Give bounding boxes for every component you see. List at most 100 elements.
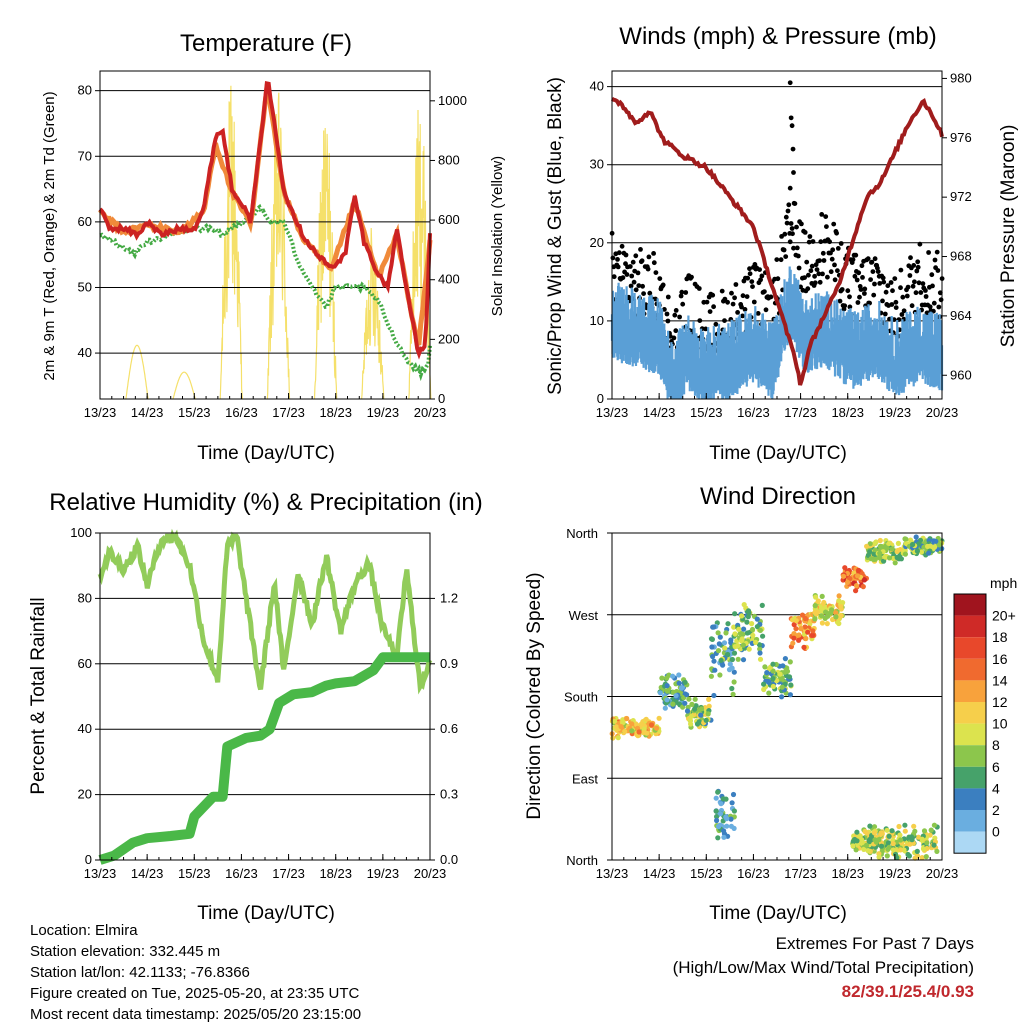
y2-tick-label: 0.3 (440, 787, 458, 802)
gust-point (911, 263, 917, 268)
gust-point (631, 279, 637, 285)
direction-point (805, 629, 811, 635)
direction-point (784, 668, 791, 674)
gust-point (794, 245, 800, 251)
direction-point (728, 640, 734, 646)
direction-point (670, 673, 676, 679)
extremes-box: Extremes For Past 7 Days (High/Low/Max W… (673, 932, 974, 1004)
direction-point (892, 851, 899, 858)
gust-point (620, 275, 626, 281)
dewpoint-series (99, 203, 432, 382)
gust-point (936, 304, 942, 310)
direction-point (881, 558, 887, 564)
colorbar-swatch (954, 615, 986, 638)
x-tick-label: 14/23 (131, 405, 164, 420)
gust-point (837, 298, 843, 304)
direction-point (754, 624, 761, 630)
gust-point (923, 288, 928, 293)
gust-point (653, 270, 659, 275)
gust-point (750, 284, 755, 289)
gust-point (789, 226, 795, 231)
direction-point (847, 576, 853, 582)
gust-point (817, 279, 823, 285)
direction-point (910, 541, 916, 548)
direction-ylabel: Direction (Colored By Speed) (524, 572, 545, 819)
gust-point (783, 214, 789, 220)
gust-point (749, 279, 755, 284)
direction-point (853, 847, 859, 853)
direction-point (624, 715, 630, 722)
gust-point (912, 279, 917, 285)
colorbar-label: 18 (992, 629, 1008, 645)
direction-point (739, 636, 745, 642)
y-tick-label: 80 (78, 83, 92, 98)
gust-point (807, 234, 813, 239)
direction-point (622, 728, 628, 735)
gust-point (820, 271, 825, 277)
gust-point (932, 257, 938, 263)
gust-point (787, 80, 793, 86)
gust-point (927, 304, 933, 310)
direction-point (895, 547, 901, 554)
gust-point (790, 231, 795, 237)
direction-point (838, 604, 844, 610)
gust-point (937, 290, 943, 296)
direction-point (786, 674, 793, 680)
x-tick-label: 18/23 (319, 866, 352, 881)
gust-point (847, 294, 852, 300)
gust-point (831, 221, 837, 227)
direction-point (850, 843, 856, 849)
x-tick-label: 14/23 (643, 405, 676, 420)
direction-point (770, 668, 776, 674)
gust-point (929, 272, 935, 278)
direction-point (731, 669, 737, 675)
solar-day-curve (125, 344, 149, 400)
direction-point (877, 537, 883, 544)
gust-point (647, 290, 653, 296)
gust-point (759, 273, 765, 279)
gust-point (814, 267, 820, 272)
gust-point (880, 275, 886, 281)
direction-point (871, 830, 878, 836)
gust-point (729, 290, 734, 296)
y-tick-label: South (564, 690, 598, 705)
direction-point (688, 713, 695, 719)
gust-point (791, 245, 796, 251)
x-tick-label: 13/23 (596, 405, 629, 420)
direction-point (824, 621, 830, 627)
direction-point (710, 653, 716, 660)
y-tick-label: 70 (78, 148, 92, 163)
gust-point (610, 255, 616, 261)
x-tick-label: 16/23 (737, 866, 770, 881)
y2-tick-label: 200 (438, 331, 460, 346)
x-tick-label: 15/23 (178, 405, 211, 420)
gust-point (798, 284, 803, 290)
colorbar-label: 4 (992, 780, 1000, 796)
gust-point (900, 294, 906, 300)
gust-point (806, 239, 812, 245)
temperature-title: Temperature (F) (180, 30, 352, 57)
temperature-panel: Temperature (F) 13/23 14/23 15/23 16/23 17/2… (41, 30, 506, 464)
direction-point (729, 800, 735, 806)
gust-point (751, 299, 757, 305)
direction-point (886, 541, 892, 547)
gust-point (762, 289, 767, 294)
direction-point (740, 657, 747, 663)
gust-point (913, 290, 919, 296)
colorbar-title: mph (990, 575, 1017, 591)
direction-point (877, 550, 883, 556)
gust-point (865, 256, 871, 262)
direction-point (827, 610, 833, 616)
gust-point (898, 285, 903, 291)
gust-point (899, 312, 905, 317)
direction-point (757, 656, 764, 662)
direction-point (833, 614, 839, 620)
direction-point (721, 828, 727, 834)
direction-point (867, 823, 873, 829)
x-tick-label: 14/23 (131, 866, 164, 881)
colorbar-swatch (954, 637, 986, 659)
direction-point (884, 853, 890, 859)
direction-point (907, 537, 914, 543)
direction-point (721, 834, 727, 840)
